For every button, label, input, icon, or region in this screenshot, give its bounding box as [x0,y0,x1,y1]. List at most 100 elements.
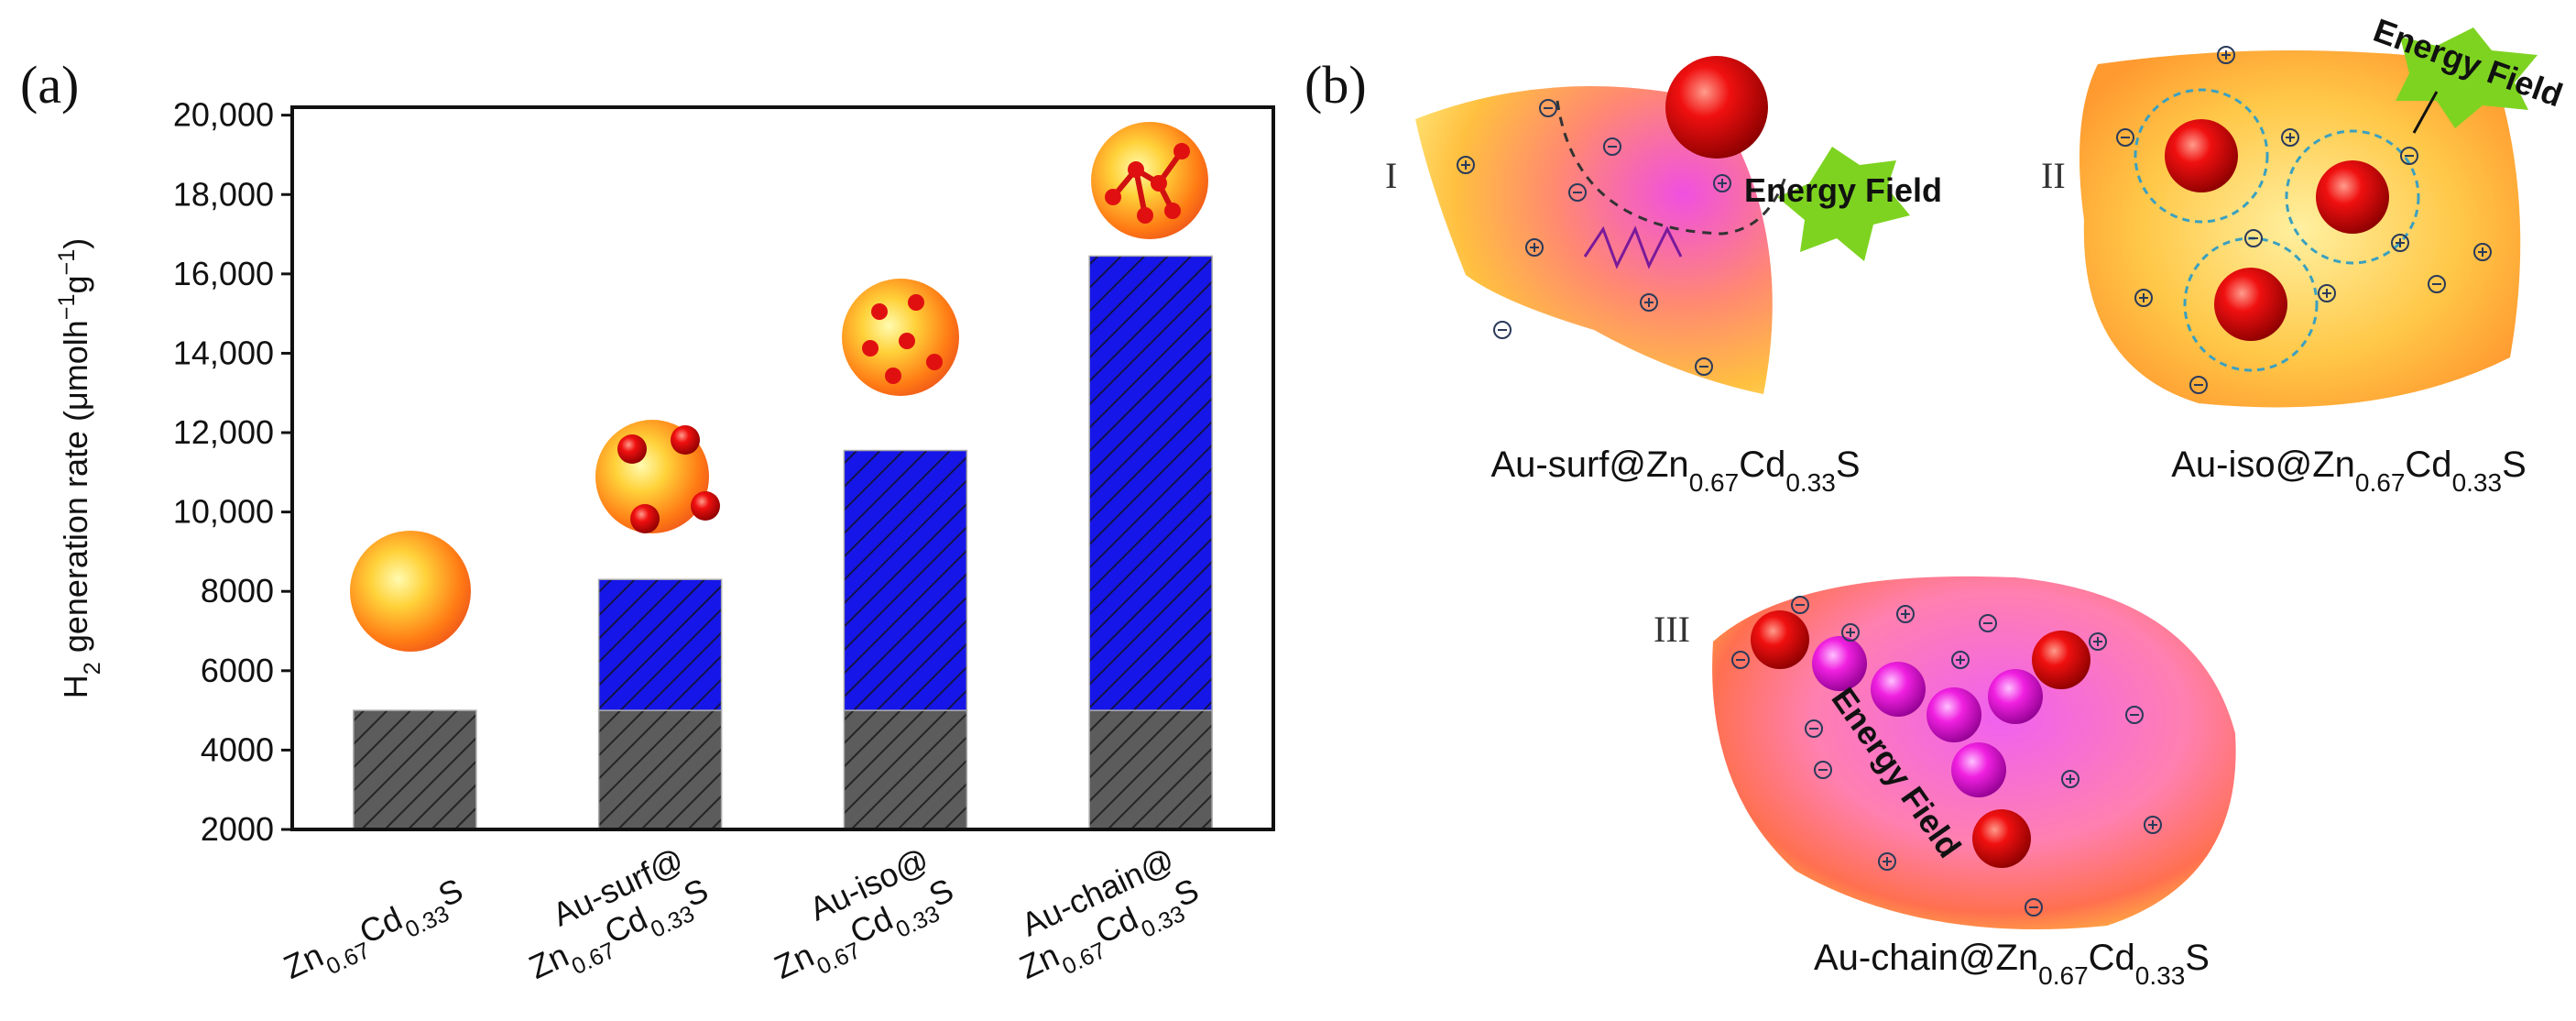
charge-ring [2116,128,2134,147]
y-tick-label: 16,000 [173,255,274,292]
charge-sign [2400,147,2418,165]
charge-sign [2134,289,2153,307]
charge-sign [1731,651,1750,669]
charge-sign [2061,770,2079,788]
particle-illustrations [350,122,1208,652]
charge-ring [1841,623,1860,642]
charge-ring [2025,898,2043,917]
charge-ring [1878,852,1896,871]
charge-sign [1539,99,1557,117]
charge-ring [2061,770,2079,788]
y-tick-label: 12,000 [173,413,274,451]
charge-ring [1539,99,1557,117]
scheme-caption: Au-iso@Zn0.67Cd0.33S [2171,445,2527,497]
charge-sign [2473,243,2492,261]
charge-sign [1457,156,1475,174]
y-tick-label: 6000 [201,652,274,689]
charge-ring [2125,706,2144,724]
charge-sign [2428,275,2446,293]
y-tick-label: 20,000 [173,96,274,134]
bar-segment [597,578,723,711]
y-axis-label: H2 generation rate (μmolh−1g−1) [54,238,105,698]
charge-sign [1640,293,1658,312]
charge-ring [1603,137,1621,156]
y-tick-label: 8000 [201,572,274,609]
charge-sign [1695,357,1713,376]
charge-sign [1791,596,1809,614]
panel-label: (b) [1304,55,1367,115]
charge-ring [1713,174,1731,192]
charge-sign [1951,651,1970,669]
scheme-numeral: II [2041,155,2066,196]
x-tick-label: Zn0.67Cd0.33S [278,871,473,996]
charge-sign [1493,321,1512,339]
bar-segment [597,709,723,830]
charge-sign [2144,816,2162,834]
charge-sign [1805,719,1823,738]
charge-ring [1814,761,1832,779]
bar-segment [843,449,968,711]
charge-ring [2318,284,2336,302]
charge-sign [2089,632,2107,651]
charge-ring [1493,321,1512,339]
y-tick-label: 2000 [201,810,274,848]
y-tick-label: 14,000 [173,334,274,371]
x-tick-label: Au-chain@ Zn0.67Cd0.33S [998,837,1208,996]
charge-ring [1457,156,1475,174]
charge-ring [1805,719,1823,738]
charge-sign [1896,605,1915,623]
charge-sign [1713,174,1731,192]
bar-segment [1088,255,1213,711]
charge-sign [2025,898,2043,917]
charge-sign [2125,706,2144,724]
charge-ring [1896,605,1915,623]
charge-sign [2116,128,2134,147]
charge-ring [2391,234,2409,252]
bar-segment [843,709,968,830]
y-tick-label: 18,000 [173,175,274,213]
x-tick-label: Au-iso@ Zn0.67Cd0.33S [752,837,963,996]
charge-ring [2400,147,2418,165]
x-tick-label: Au-surf@ Zn0.67Cd0.33S [508,837,718,996]
charge-ring [2189,376,2208,394]
bar-segment [353,709,477,830]
charge-ring [1695,357,1713,376]
charge-ring [1731,651,1750,669]
charge-ring [1525,238,1544,257]
charge-ring [2089,632,2107,651]
charge-ring [1640,293,1658,312]
charge-sign [2244,229,2263,247]
charge-sign [2189,376,2208,394]
charge-sign [1878,852,1896,871]
y-tick-label: 10,000 [173,493,274,531]
charge-sign [2281,128,2299,147]
charge-ring [2473,243,2492,261]
charge-ring [1568,183,1587,202]
charge-sign [1603,137,1621,156]
charge-sign [1841,623,1860,642]
scheme-caption: Au-surf@Zn0.67Cd0.33S [1490,445,1860,497]
charge-ring [2428,275,2446,293]
y-tick-label: 4000 [201,730,274,768]
charge-ring [2144,816,2162,834]
charge-ring [1979,614,1997,632]
charge-sign [2391,234,2409,252]
scheme-numeral: III [1654,609,1690,650]
scheme-illustrations [1415,27,2538,929]
charge-ring [2134,289,2153,307]
charge-sign [1814,761,1832,779]
charge-sign [1525,238,1544,257]
charge-sign [2217,46,2235,64]
charge-ring [1791,596,1809,614]
plot-frame [290,105,1275,831]
scheme-numeral: I [1385,155,1397,196]
scheme-caption: Au-chain@Zn0.67Cd0.33S [1814,938,2210,990]
charge-signs [1457,46,2492,917]
panel-label: (a) [20,55,79,115]
charge-ring [2244,229,2263,247]
charge-ring [1951,651,1970,669]
charge-ring [2281,128,2299,147]
energy-field-label: Energy Field [1744,171,1942,209]
charge-ring [2217,46,2235,64]
